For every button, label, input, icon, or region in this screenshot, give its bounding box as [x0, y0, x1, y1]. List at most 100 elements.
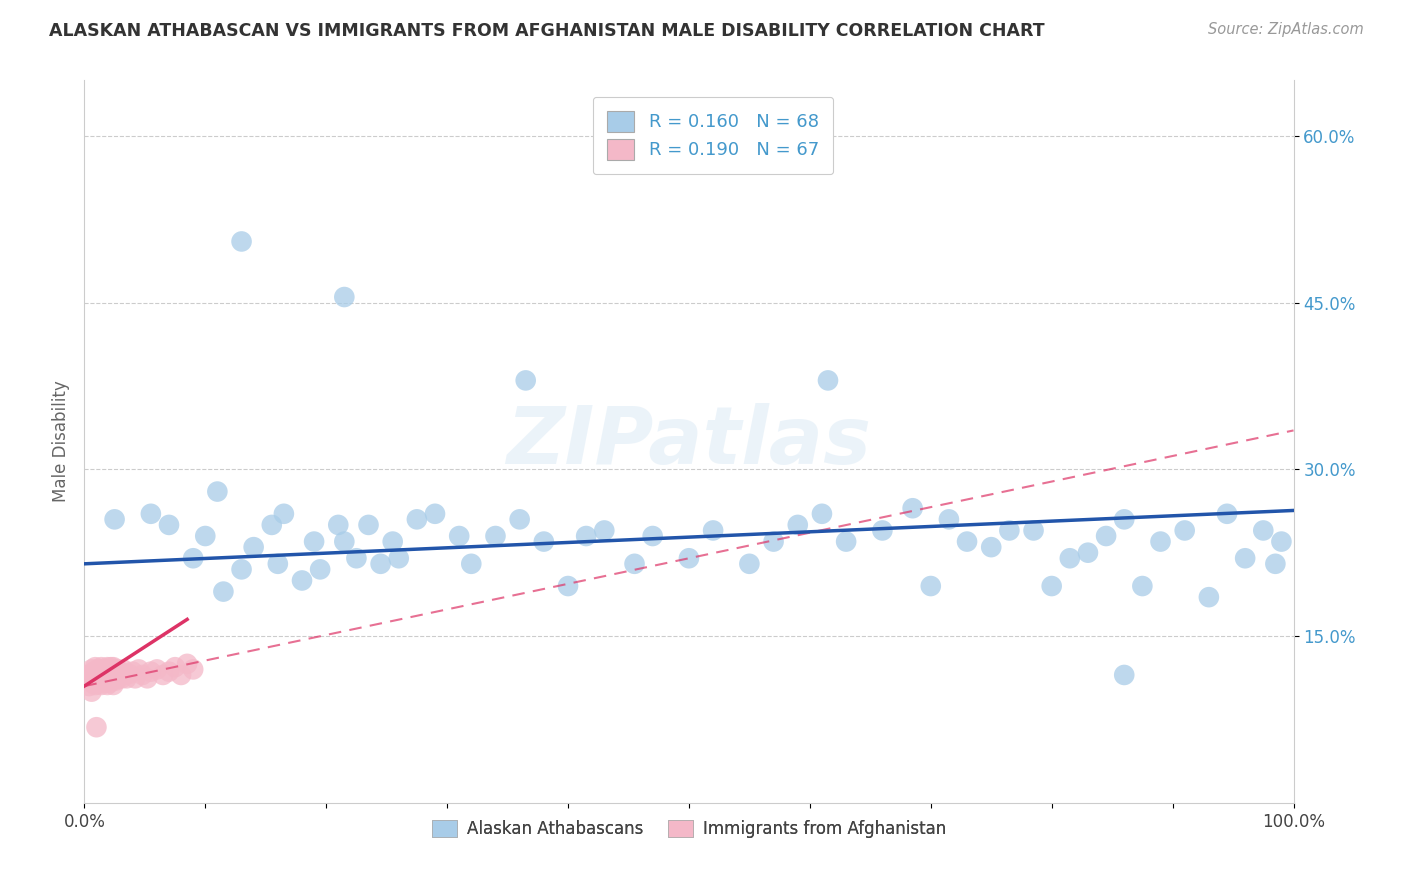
Point — [242, 540, 264, 554]
Point — [260, 517, 283, 532]
Point — [302, 534, 325, 549]
Point — [108, 668, 131, 682]
Point — [146, 662, 169, 676]
Point — [100, 660, 122, 674]
Point — [103, 660, 125, 674]
Point — [91, 673, 114, 688]
Point — [333, 534, 356, 549]
Point — [273, 507, 295, 521]
Point — [101, 665, 124, 679]
Point — [1149, 534, 1171, 549]
Point — [83, 671, 105, 685]
Point — [872, 524, 894, 538]
Point — [157, 517, 180, 532]
Point — [381, 534, 404, 549]
Point — [97, 666, 120, 681]
Point — [110, 665, 132, 679]
Point — [83, 665, 105, 679]
Point — [328, 517, 350, 532]
Text: ALASKAN ATHABASCAN VS IMMIGRANTS FROM AFGHANISTAN MALE DISABILITY CORRELATION CH: ALASKAN ATHABASCAN VS IMMIGRANTS FROM AF… — [49, 22, 1045, 40]
Point — [86, 674, 108, 689]
Point — [104, 673, 127, 688]
Point — [1270, 534, 1292, 549]
Point — [1234, 551, 1257, 566]
Point — [98, 671, 121, 685]
Point — [181, 551, 204, 566]
Point — [87, 675, 110, 690]
Point — [112, 668, 135, 682]
Point — [1198, 590, 1220, 604]
Point — [121, 665, 143, 679]
Point — [702, 524, 724, 538]
Point — [176, 657, 198, 671]
Point — [1132, 579, 1154, 593]
Point — [762, 534, 785, 549]
Point — [998, 524, 1021, 538]
Point — [90, 660, 112, 674]
Point — [104, 671, 127, 685]
Point — [86, 671, 108, 685]
Point — [118, 666, 141, 681]
Point — [84, 660, 107, 674]
Point — [291, 574, 314, 588]
Point — [449, 529, 471, 543]
Y-axis label: Male Disability: Male Disability — [52, 381, 70, 502]
Point — [94, 675, 117, 690]
Point — [101, 671, 124, 685]
Point — [811, 507, 834, 521]
Point — [157, 665, 180, 679]
Point — [103, 678, 125, 692]
Point — [84, 678, 107, 692]
Point — [678, 551, 700, 566]
Point — [79, 673, 101, 688]
Point — [207, 484, 229, 499]
Point — [370, 557, 392, 571]
Point — [128, 662, 150, 676]
Point — [139, 665, 162, 679]
Point — [115, 671, 138, 685]
Point — [104, 666, 127, 681]
Point — [212, 584, 235, 599]
Point — [575, 529, 598, 543]
Point — [89, 671, 111, 685]
Point — [406, 512, 429, 526]
Point — [1022, 524, 1045, 538]
Point — [920, 579, 942, 593]
Point — [77, 668, 100, 682]
Point — [557, 579, 579, 593]
Point — [124, 671, 146, 685]
Point — [835, 534, 858, 549]
Point — [96, 678, 118, 692]
Point — [1114, 668, 1136, 682]
Point — [165, 660, 187, 674]
Point — [515, 373, 537, 387]
Point — [1077, 546, 1099, 560]
Point — [938, 512, 960, 526]
Point — [623, 557, 645, 571]
Point — [77, 679, 100, 693]
Point — [86, 666, 108, 681]
Point — [956, 534, 979, 549]
Point — [333, 290, 356, 304]
Point — [136, 671, 159, 685]
Point — [1253, 524, 1275, 538]
Point — [111, 671, 134, 685]
Point — [94, 671, 117, 685]
Point — [98, 675, 121, 690]
Point — [82, 675, 104, 690]
Point — [231, 562, 253, 576]
Point — [105, 662, 128, 676]
Point — [152, 668, 174, 682]
Point — [509, 512, 531, 526]
Point — [388, 551, 411, 566]
Point — [1095, 529, 1118, 543]
Point — [533, 534, 555, 549]
Point — [460, 557, 482, 571]
Point — [484, 529, 506, 543]
Point — [82, 668, 104, 682]
Point — [980, 540, 1002, 554]
Point — [107, 671, 129, 685]
Point — [231, 235, 253, 249]
Point — [86, 720, 108, 734]
Point — [170, 668, 193, 682]
